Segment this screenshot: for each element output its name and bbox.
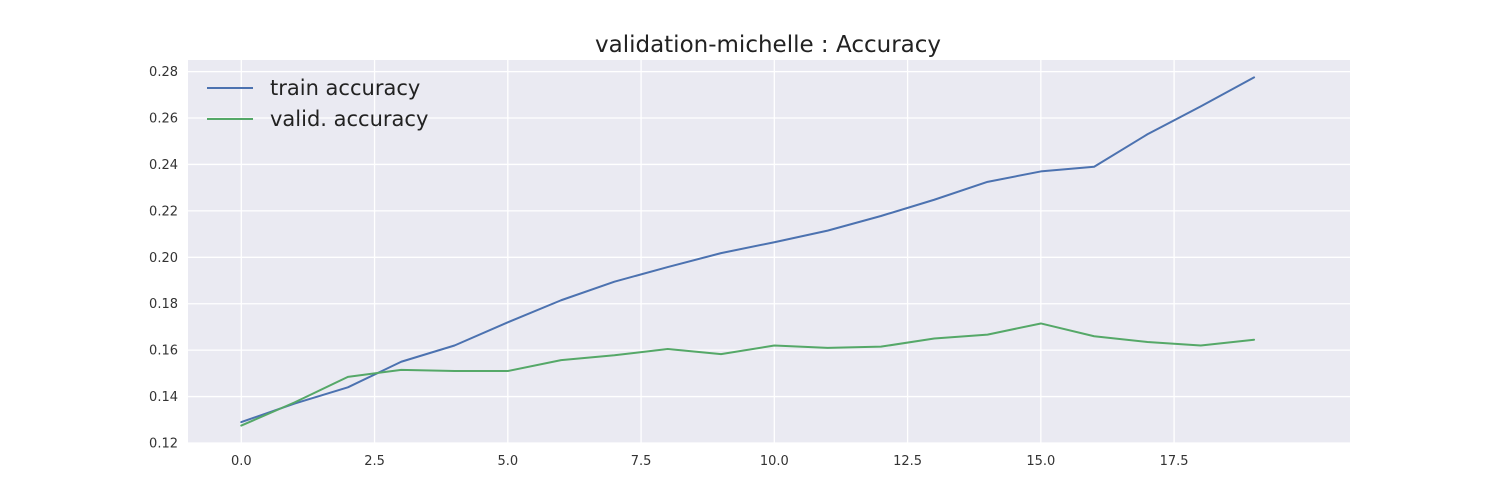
y-tick-label: 0.26 xyxy=(149,112,178,127)
y-tick-label: 0.22 xyxy=(149,204,178,219)
x-tick-label: 12.5 xyxy=(893,454,922,469)
y-tick-label: 0.20 xyxy=(149,251,178,266)
y-tick-label: 0.14 xyxy=(149,390,178,405)
y-tick-label: 0.16 xyxy=(149,344,178,359)
chart-title: validation-michelle : Accuracy xyxy=(595,32,941,58)
legend-label: train accuracy xyxy=(270,76,420,100)
x-tick-label: 0.0 xyxy=(231,454,252,469)
legend: train accuracy valid. accuracy xyxy=(207,76,428,131)
y-tick-label: 0.28 xyxy=(149,65,178,80)
series-line-valid-accuracy xyxy=(240,322,1256,427)
legend-label: valid. accuracy xyxy=(270,107,428,131)
y-tick-label: 0.24 xyxy=(149,158,178,173)
x-tick-label: 17.5 xyxy=(1160,454,1189,469)
grid xyxy=(188,60,1350,444)
x-tick-label: 7.5 xyxy=(631,454,652,469)
x-tick-label: 15.0 xyxy=(1026,454,1055,469)
series-line-train-accuracy xyxy=(240,76,1256,424)
y-tick-label: 0.12 xyxy=(149,437,178,452)
tick-labels: 0.0 2.5 5.0 7.5 10.0 12.5 15.0 17.5 0.12 0.14 0.16… xyxy=(149,65,1189,469)
y-tick-label: 0.18 xyxy=(149,297,178,312)
x-tick-label: 5.0 xyxy=(497,454,518,469)
x-tick-label: 2.5 xyxy=(364,454,385,469)
plot-area xyxy=(188,60,1350,443)
x-tick-label: 10.0 xyxy=(760,454,789,469)
